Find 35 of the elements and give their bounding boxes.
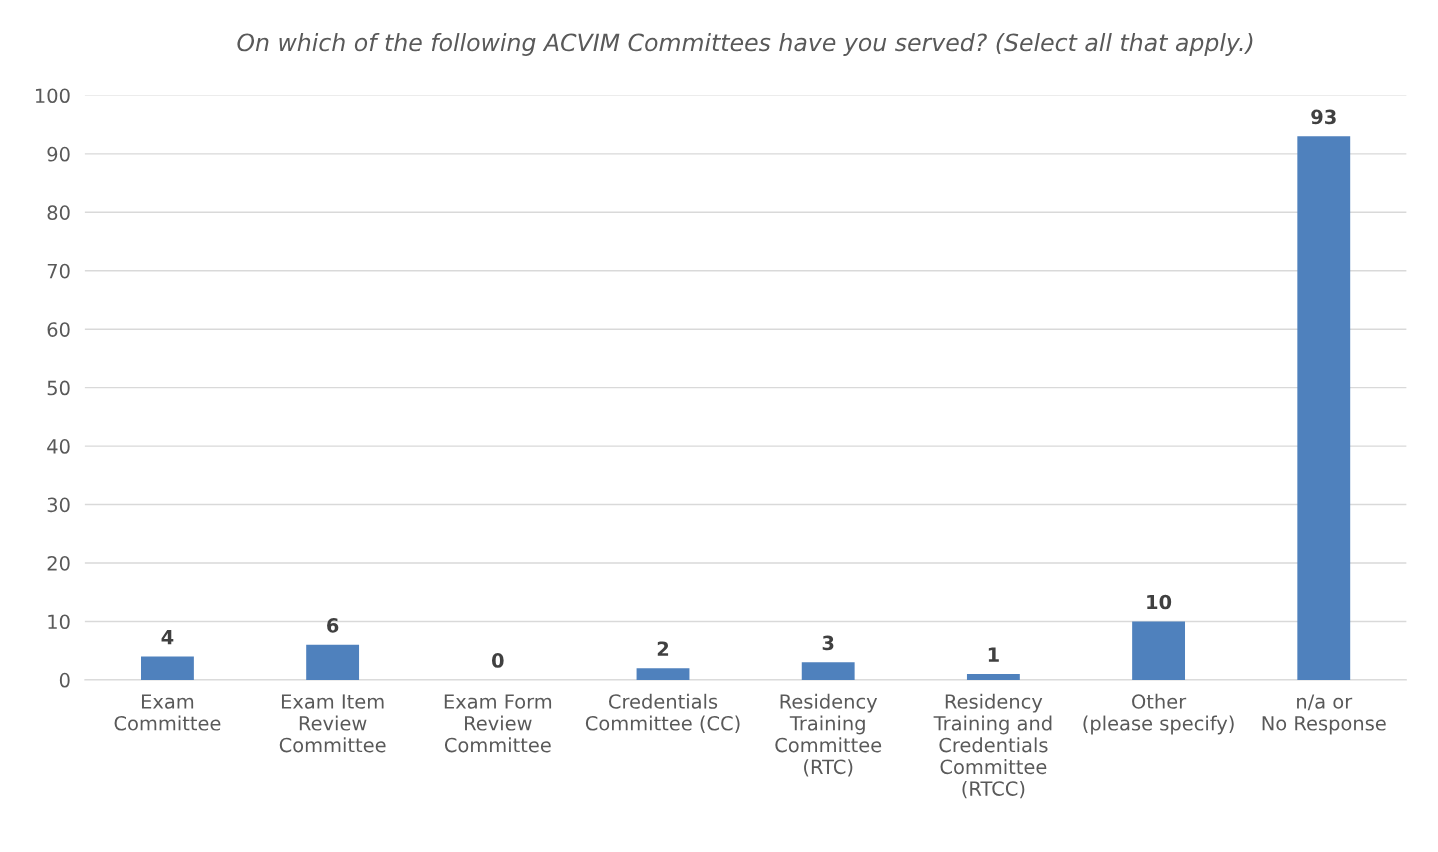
y-tick-label: 70 xyxy=(47,263,70,279)
y-tick-label: 10 xyxy=(48,614,70,630)
x-tick-label: Exam Committee xyxy=(114,694,221,731)
y-tick-label: 0 xyxy=(59,672,70,688)
y-tick-label: 40 xyxy=(47,439,70,454)
x-tick-label: Exam Item Review Committee xyxy=(279,694,386,753)
x-tick-label: Exam Form Review Committee xyxy=(444,694,552,753)
x-tick-label: Residency Training Committee (RTC) xyxy=(775,693,882,777)
data-label: 0 xyxy=(491,653,504,668)
bar xyxy=(1297,136,1351,680)
data-label: 4 xyxy=(161,629,174,645)
x-tick-label: Residency Training and Credentials Committee (RTCC) xyxy=(933,693,1052,799)
data-label: 3 xyxy=(822,635,834,651)
data-label: 6 xyxy=(327,618,339,633)
x-tick-label: Other (please specify) xyxy=(1083,693,1234,735)
y-tick-label: 90 xyxy=(47,146,70,162)
bar xyxy=(306,644,360,680)
bar xyxy=(636,668,690,680)
y-tick-label: 50 xyxy=(47,380,70,396)
bar xyxy=(1132,621,1186,680)
bar xyxy=(801,662,855,680)
x-tick-label: Credentials Committee (CC) xyxy=(585,693,740,733)
chart-title: On which of the following ACVIM Committees have you served? (Select all that apply.) xyxy=(237,33,1253,56)
y-tick-label: 100 xyxy=(35,88,70,104)
data-label: 1 xyxy=(988,647,999,662)
data-label: 10 xyxy=(1147,594,1172,610)
x-tick-label: n/a or No Response xyxy=(1262,694,1386,735)
bar xyxy=(966,674,1020,680)
y-tick-label: 80 xyxy=(47,205,70,220)
data-label: 93 xyxy=(1311,109,1336,125)
bar xyxy=(141,656,194,680)
y-tick-label: 60 xyxy=(47,322,70,337)
y-tick-label: 30 xyxy=(47,497,70,513)
data-label: 2 xyxy=(657,641,669,656)
y-tick-label: 20 xyxy=(47,555,70,571)
